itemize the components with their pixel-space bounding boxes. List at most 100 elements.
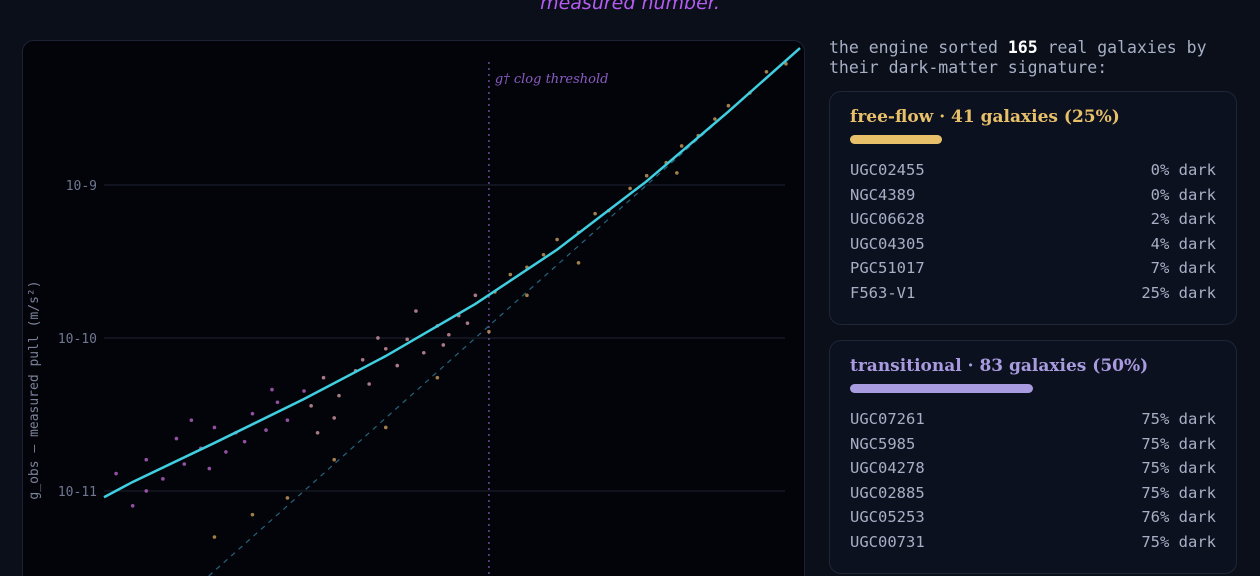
data-point bbox=[224, 450, 228, 454]
galaxy-row: NGC5985 75% dark bbox=[850, 432, 1216, 457]
data-point bbox=[713, 117, 717, 121]
data-point bbox=[337, 393, 341, 398]
summary: the engine sorted 165 real galaxies by t… bbox=[829, 38, 1239, 78]
dark-share: 2% dark bbox=[1150, 210, 1216, 229]
fit-curve bbox=[103, 47, 801, 499]
data-point bbox=[144, 489, 149, 493]
caption: measured number. bbox=[540, 0, 720, 14]
galaxy-name: NGC4389 bbox=[850, 185, 916, 204]
plot-area: g† clog threshold bbox=[103, 47, 801, 576]
data-point bbox=[367, 382, 371, 386]
dark-share: 75% dark bbox=[1141, 410, 1216, 428]
data-point bbox=[250, 411, 255, 416]
data-point bbox=[726, 103, 731, 108]
galaxy-row: UGC06628 2% dark bbox=[850, 207, 1216, 232]
galaxy-name: UGC02885 bbox=[850, 483, 925, 502]
data-point bbox=[212, 535, 217, 539]
data-point bbox=[405, 337, 409, 342]
galaxy-name: UGC02455 bbox=[850, 161, 925, 179]
galaxy-row: UGC02455 0% dark bbox=[850, 158, 1216, 183]
summary-suffix: real galaxies by their dark-matter signa… bbox=[829, 38, 1207, 77]
data-point bbox=[285, 496, 290, 500]
data-point bbox=[275, 400, 280, 405]
galaxy-row: F563-V1 25% dark bbox=[850, 281, 1216, 306]
group-title: transitional · 83 galaxies (50%) bbox=[850, 356, 1149, 376]
galaxy-name: NGC5985 bbox=[850, 434, 916, 453]
data-point bbox=[376, 336, 380, 340]
data-point bbox=[383, 346, 388, 351]
data-point bbox=[525, 293, 529, 298]
share-bar bbox=[850, 384, 1033, 393]
data-point bbox=[675, 171, 679, 175]
data-point bbox=[285, 418, 290, 423]
galaxy-row: NGC4389 0% dark bbox=[850, 183, 1216, 208]
galaxy-name: UGC00731 bbox=[850, 532, 925, 551]
dark-share: 75% dark bbox=[1141, 483, 1216, 502]
data-point bbox=[360, 358, 365, 362]
data-point bbox=[421, 351, 426, 355]
group-card: transitional · 83 galaxies (50%) UGC07261… bbox=[829, 340, 1237, 574]
data-point bbox=[487, 329, 491, 334]
group-title: free-flow · 41 galaxies (25%) bbox=[850, 107, 1120, 127]
data-point bbox=[555, 237, 559, 242]
dark-share: 76% dark bbox=[1141, 508, 1216, 527]
chart-card bbox=[22, 40, 805, 576]
galaxy-row: UGC00731 75% dark bbox=[850, 530, 1216, 555]
data-point bbox=[144, 457, 149, 462]
data-point bbox=[465, 321, 470, 325]
data-point bbox=[679, 144, 684, 148]
dark-share: 4% dark bbox=[1150, 234, 1216, 253]
galaxy-name: UGC05253 bbox=[850, 508, 925, 527]
galaxy-name: F563-V1 bbox=[850, 283, 916, 302]
dark-share: 75% dark bbox=[1141, 532, 1216, 551]
data-point bbox=[242, 439, 247, 444]
galaxy-name: UGC06628 bbox=[850, 210, 925, 229]
data-point bbox=[315, 430, 320, 435]
data-point bbox=[332, 457, 336, 462]
galaxy-name: PGC51017 bbox=[850, 259, 925, 278]
dark-share: 7% dark bbox=[1150, 259, 1216, 278]
data-point bbox=[508, 272, 513, 277]
data-point bbox=[250, 512, 255, 517]
data-point bbox=[174, 436, 179, 441]
data-point bbox=[161, 477, 165, 481]
data-point bbox=[576, 261, 581, 265]
data-point bbox=[309, 404, 313, 408]
y-tick-label: 10-9 bbox=[66, 179, 97, 194]
galaxy-row: UGC07261 75% dark bbox=[850, 407, 1216, 432]
galaxy-row: UGC04278 75% dark bbox=[850, 456, 1216, 481]
threshold-label: g† clog threshold bbox=[495, 72, 609, 87]
summary-count: 165 bbox=[1007, 38, 1038, 57]
data-point bbox=[541, 252, 546, 257]
data-point bbox=[264, 428, 268, 432]
share-bar bbox=[850, 135, 942, 144]
data-point bbox=[383, 425, 388, 430]
dark-share: 75% dark bbox=[1141, 434, 1216, 453]
data-point bbox=[644, 173, 649, 178]
data-point bbox=[593, 211, 597, 216]
data-point bbox=[207, 466, 212, 471]
data-point bbox=[302, 389, 306, 393]
dark-share: 25% dark bbox=[1141, 283, 1216, 302]
data-point bbox=[130, 503, 135, 508]
y-tick-label: 10-11 bbox=[58, 485, 97, 500]
y-tick-label: 10-10 bbox=[58, 332, 97, 347]
data-point bbox=[182, 462, 187, 466]
data-point bbox=[764, 69, 769, 74]
galaxy-row: UGC05253 76% dark bbox=[850, 505, 1216, 530]
dark-share: 75% dark bbox=[1141, 459, 1216, 478]
data-point bbox=[435, 375, 440, 380]
galaxy-row: UGC02885 75% dark bbox=[850, 481, 1216, 506]
data-point bbox=[414, 309, 418, 313]
data-point bbox=[395, 363, 400, 368]
data-point bbox=[212, 425, 217, 430]
data-point bbox=[447, 332, 451, 337]
summary-prefix: the engine sorted bbox=[829, 38, 998, 57]
galaxy-name: UGC04278 bbox=[850, 459, 925, 478]
galaxy-name: UGC04305 bbox=[850, 234, 925, 253]
y-axis-label: g_obs — measured pull (m/s²) bbox=[27, 280, 42, 499]
data-point bbox=[441, 343, 446, 347]
galaxy-name: UGC07261 bbox=[850, 410, 925, 428]
